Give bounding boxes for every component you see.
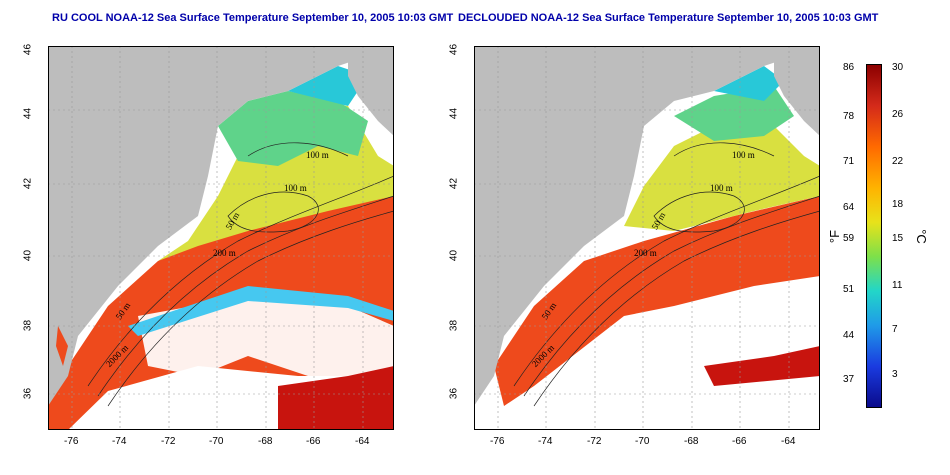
bathymetry-contours [513, 142, 820, 407]
cloud-fringe [128, 286, 394, 336]
x-tick: -72 [587, 436, 602, 447]
celsius-tick: 11 [892, 280, 903, 291]
temperature-colorbar [866, 64, 882, 408]
nova-scotia [774, 46, 820, 136]
grid-lines [474, 46, 820, 430]
celsius-tick: 18 [892, 199, 904, 210]
fahrenheit-tick: 64 [843, 202, 855, 213]
bathymetry-contours [87, 142, 394, 407]
x-tick: -70 [635, 436, 650, 447]
y-tick: 38 [22, 319, 34, 332]
x-tick: -64 [355, 436, 370, 447]
x-tick: -68 [258, 436, 273, 447]
fahrenheit-tick: 44 [843, 330, 855, 341]
nova-scotia [348, 46, 394, 136]
fahrenheit-tick: 71 [843, 156, 855, 167]
x-tick: -64 [781, 436, 796, 447]
right-map-title: DECLOUDED NOAA-12 Sea Surface Temperatur… [458, 12, 879, 24]
y-tick: 42 [448, 177, 460, 190]
left-map-title: RU COOL NOAA-12 Sea Surface Temperature … [52, 12, 454, 24]
fahrenheit-tick: 37 [843, 374, 855, 385]
y-tick: 46 [22, 43, 34, 56]
contour-label: 100 m [306, 150, 329, 160]
gulf-stream-region [494, 196, 820, 406]
y-tick: 44 [448, 107, 460, 120]
y-tick: 38 [448, 319, 460, 332]
contour-label: 100 m [284, 183, 307, 193]
x-tick: -70 [209, 436, 224, 447]
y-tick: 36 [448, 387, 460, 400]
contour-label: 100 m [732, 150, 755, 160]
celsius-tick: 15 [892, 233, 904, 244]
x-tick: -76 [490, 436, 505, 447]
fahrenheit-tick: 78 [843, 111, 855, 122]
x-tick: -72 [161, 436, 176, 447]
celsius-tick: 22 [892, 156, 904, 167]
celsius-tick: 26 [892, 109, 904, 120]
gulf-of-maine-water [218, 91, 368, 166]
warm-core-eddies [278, 366, 394, 430]
fahrenheit-tick: 51 [843, 284, 855, 295]
celsius-tick: 7 [892, 324, 898, 335]
y-tick: 42 [22, 177, 34, 190]
chesapeake-bay [56, 326, 68, 366]
x-tick: -66 [732, 436, 747, 447]
land-mass [48, 46, 394, 406]
y-tick: 40 [448, 249, 460, 262]
x-tick: -76 [64, 436, 79, 447]
cool-shelf-water [624, 121, 820, 231]
fahrenheit-tick: 86 [843, 62, 855, 73]
bay-of-fundy-water [714, 66, 784, 101]
fahrenheit-tick: 59 [843, 233, 855, 244]
celsius-tick: 30 [892, 62, 904, 73]
y-tick: 46 [448, 43, 460, 56]
grid-lines [48, 46, 394, 430]
contour-label: 200 m [634, 248, 657, 258]
contour-label: 100 m [710, 183, 733, 193]
y-tick: 44 [22, 107, 34, 120]
fahrenheit-unit-label: °F [827, 229, 843, 244]
warm-core-eddies [704, 346, 820, 386]
celsius-tick: 3 [892, 369, 898, 380]
land-mass [474, 46, 820, 406]
x-tick: -66 [306, 436, 321, 447]
x-tick: -74 [112, 436, 127, 447]
x-tick: -74 [538, 436, 553, 447]
celsius-unit-label: °C [913, 229, 929, 244]
contour-label: 200 m [213, 248, 236, 258]
y-tick: 36 [22, 387, 34, 400]
right-sst-map: 100 m 100 m 50 m 200 m 50 m 2000 m [474, 46, 820, 430]
y-tick: 40 [22, 249, 34, 262]
x-tick: -68 [684, 436, 699, 447]
left-sst-map: 100 m 100 m 50 m 200 m 50 m 2000 m [48, 46, 394, 430]
